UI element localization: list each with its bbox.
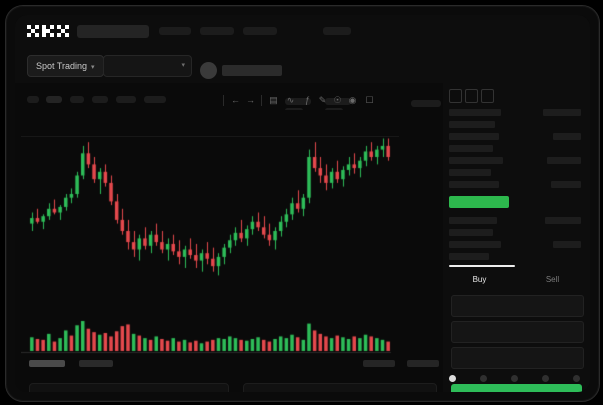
orderbook-row[interactable]	[449, 121, 495, 128]
orders-tabs	[29, 360, 169, 370]
pagination-dot[interactable]	[542, 375, 549, 382]
coin-avatar	[200, 62, 217, 79]
tab-sell[interactable]: Sell	[545, 275, 560, 284]
eye-icon[interactable]: ◉	[348, 95, 357, 105]
orderbook-row[interactable]	[449, 181, 499, 188]
price-field[interactable]	[451, 295, 584, 317]
orderbook-row[interactable]	[449, 241, 501, 248]
tf-more[interactable]	[144, 96, 166, 103]
search-input[interactable]	[77, 25, 149, 38]
line-icon[interactable]: ∿	[286, 95, 295, 105]
orderbook-row	[545, 217, 581, 224]
orders-action-2[interactable]	[407, 360, 439, 367]
okx-logo[interactable]	[27, 25, 69, 38]
orderbook-row	[543, 109, 581, 116]
tf-1d[interactable]	[116, 96, 136, 103]
indicator-icon[interactable]: ƒ	[304, 95, 310, 105]
price-chart[interactable]	[21, 110, 407, 310]
pencil-icon[interactable]: ✎	[318, 95, 327, 105]
orderbook-view-tabs	[449, 89, 509, 103]
top-navigation-bar	[15, 15, 590, 48]
tab-open-orders[interactable]	[29, 360, 65, 367]
amount-field[interactable]	[451, 321, 584, 343]
chevron-down-icon: ▾	[181, 62, 185, 69]
trading-mode-label: Spot Trading	[36, 61, 88, 71]
orderbook-row[interactable]	[449, 229, 493, 236]
book-both-icon[interactable]	[449, 89, 462, 103]
chart-toolbar: ← → ▤ ∿ ƒ ✎ ☉ ◉ ☐	[27, 93, 387, 109]
volume-canvas	[21, 315, 401, 355]
book-asks-icon[interactable]	[481, 89, 494, 103]
tf-4h[interactable]	[92, 96, 108, 103]
toolbar-divider-2	[261, 95, 262, 106]
stat-2	[325, 98, 351, 105]
orderbook-row[interactable]	[449, 253, 489, 260]
app-screen: Spot Trading ▾ ▾	[15, 15, 590, 392]
nav-item-2[interactable]	[200, 27, 234, 35]
orderbook-row	[547, 157, 581, 164]
submit-buy-button[interactable]	[451, 384, 582, 392]
tab-buy-underline	[449, 265, 515, 267]
toolbar-divider-1	[223, 95, 224, 106]
pair-name-label	[222, 65, 282, 76]
stat-1	[285, 98, 311, 105]
okx-logo-icon	[27, 25, 69, 37]
orders-panel-left	[29, 383, 229, 392]
orderbook-row[interactable]	[449, 109, 501, 116]
orderbook-spread-highlight	[449, 196, 509, 208]
magnet-icon[interactable]: ☉	[333, 95, 342, 105]
tf-1h[interactable]	[70, 96, 84, 103]
tablet-frame: Spot Trading ▾ ▾	[5, 5, 600, 402]
tf-1m[interactable]	[27, 96, 39, 103]
tab-order-history[interactable]	[79, 360, 113, 367]
tf-15m[interactable]	[46, 96, 62, 103]
nav-item-4[interactable]	[323, 27, 351, 35]
pagination-dots	[449, 375, 584, 383]
candle-icon[interactable]: ▤	[269, 95, 278, 105]
nav-item-3[interactable]	[243, 27, 277, 35]
redo-icon[interactable]: →	[246, 95, 255, 105]
trading-mode-button[interactable]: Spot Trading ▾	[27, 55, 104, 77]
undo-icon[interactable]: ←	[231, 95, 240, 105]
total-field[interactable]	[451, 347, 584, 369]
orderbook-row	[551, 181, 581, 188]
pagination-dot[interactable]	[511, 375, 518, 382]
pagination-dot[interactable]	[573, 375, 580, 382]
chart-top-gridline	[21, 136, 401, 137]
orderbook-row[interactable]	[449, 145, 493, 152]
orderbook-panel: Buy Sell	[443, 83, 590, 392]
pagination-dot[interactable]	[480, 375, 487, 382]
trade-form-tabs: Buy Sell	[443, 269, 590, 291]
chevron-down-icon: ▾	[91, 64, 95, 71]
orderbook-row[interactable]	[449, 133, 499, 140]
nav-item-1[interactable]	[159, 27, 191, 35]
orders-panel-right	[243, 383, 437, 392]
tab-buy[interactable]: Buy	[472, 275, 487, 284]
orderbook-row[interactable]	[449, 217, 497, 224]
stat-3	[411, 100, 441, 107]
market-header-bar: Spot Trading ▾ ▾	[15, 48, 590, 113]
orderbook-row[interactable]	[449, 157, 503, 164]
orderbook-row[interactable]	[449, 169, 491, 176]
camera-icon[interactable]: ☐	[365, 95, 374, 105]
orderbook-row	[553, 133, 581, 140]
volume-chart	[21, 315, 401, 355]
candlestick-canvas	[21, 110, 401, 310]
orders-action-1[interactable]	[363, 360, 395, 367]
chart-right-mask	[399, 110, 407, 310]
book-bids-icon[interactable]	[465, 89, 478, 103]
pagination-dot[interactable]	[449, 375, 456, 382]
pair-selector[interactable]: ▾	[103, 55, 192, 77]
orderbook-row	[553, 241, 581, 248]
